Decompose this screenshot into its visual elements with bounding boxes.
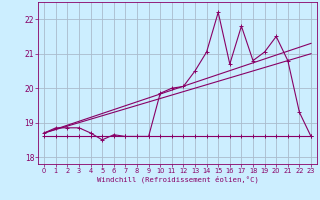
X-axis label: Windchill (Refroidissement éolien,°C): Windchill (Refroidissement éolien,°C) <box>97 176 259 183</box>
